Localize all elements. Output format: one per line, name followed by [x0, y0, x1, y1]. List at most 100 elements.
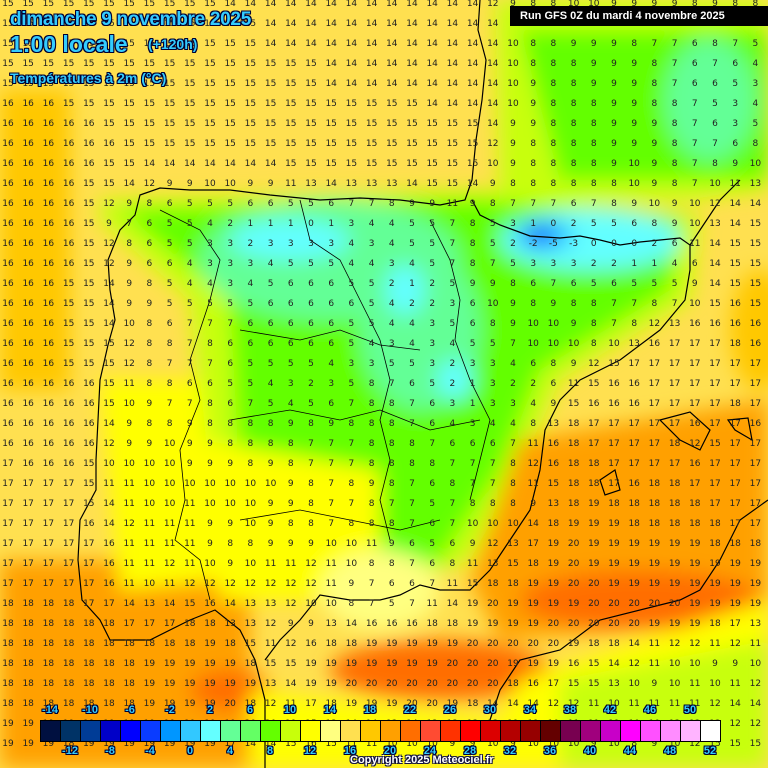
grid-value: 16: [628, 479, 640, 489]
grid-value: 16: [83, 139, 95, 149]
grid-value: 1: [530, 219, 537, 229]
grid-value: 9: [611, 139, 617, 149]
grid-value: 9: [712, 659, 718, 669]
grid-value: 11: [184, 539, 196, 549]
grid-value: 8: [530, 59, 537, 69]
grid-value: 8: [247, 459, 254, 469]
grid-value: 8: [671, 159, 678, 169]
grid-value: 9: [207, 459, 213, 469]
grid-value: 19: [668, 559, 681, 569]
grid-value: 16: [62, 139, 75, 149]
grid-value: 14: [749, 199, 762, 209]
grid-value: 7: [489, 459, 496, 469]
grid-value: 18: [749, 539, 762, 549]
grid-value: 5: [267, 359, 274, 369]
grid-value: 6: [712, 79, 718, 89]
legend-label-bottom: 44: [623, 745, 637, 757]
grid-value: 15: [386, 159, 398, 169]
grid-value: 18: [446, 619, 459, 629]
grid-value: 18: [648, 519, 661, 529]
legend-swatch: [201, 721, 221, 741]
grid-value: 4: [388, 239, 395, 249]
grid-value: 16: [22, 299, 34, 309]
grid-value: 15: [83, 219, 95, 229]
grid-value: 16: [103, 139, 115, 149]
grid-value: 8: [671, 99, 678, 109]
grid-value: 19: [547, 579, 560, 589]
grid-value: 19: [689, 559, 701, 569]
grid-value: 17: [709, 339, 721, 349]
grid-value: 15: [446, 159, 459, 169]
grid-value: 12: [103, 199, 115, 209]
grid-value: 18: [527, 559, 539, 569]
grid-value: 9: [186, 439, 193, 449]
grid-value: 5: [267, 279, 274, 289]
grid-value: 16: [42, 359, 55, 369]
grid-value: 10: [507, 79, 519, 89]
grid-value: 20: [547, 639, 560, 649]
grid-value: 12: [123, 519, 135, 529]
grid-value: 19: [466, 599, 479, 609]
grid-value: 7: [550, 199, 557, 209]
grid-value: 9: [590, 739, 597, 749]
grid-value: 9: [146, 439, 153, 449]
grid-value: 18: [123, 639, 135, 649]
grid-value: 6: [570, 199, 577, 209]
grid-value: 6: [287, 299, 294, 309]
grid-value: 11: [285, 179, 297, 189]
grid-value: 10: [689, 299, 701, 309]
grid-value: 16: [42, 179, 55, 189]
grid-value: 10: [103, 459, 115, 469]
grid-value: 15: [83, 39, 95, 49]
grid-value: 9: [651, 0, 658, 9]
grid-value: 15: [264, 59, 277, 69]
grid-value: 6: [348, 299, 355, 309]
grid-value: 10: [507, 39, 519, 49]
grid-value: 1: [247, 219, 254, 229]
grid-value: 14: [305, 0, 317, 9]
grid-value: 6: [469, 299, 476, 309]
grid-value: 15: [103, 39, 115, 49]
legend-swatch: [321, 721, 341, 741]
grid-value: 15: [163, 39, 176, 49]
grid-value: 18: [567, 419, 580, 429]
grid-value: 12: [264, 699, 277, 709]
grid-value: 6: [550, 379, 557, 389]
grid-value: 10: [143, 459, 156, 469]
grid-value: 5: [671, 279, 678, 289]
grid-value: 8: [631, 39, 638, 49]
grid-value: 6: [429, 419, 436, 429]
grid-value: 10: [466, 519, 479, 529]
grid-value: 6: [308, 299, 314, 309]
grid-value: 9: [287, 479, 294, 489]
grid-value: 8: [631, 319, 638, 329]
grid-value: 12: [709, 199, 721, 209]
grid-value: 19: [345, 699, 358, 709]
grid-value: 16: [22, 319, 34, 329]
legend-label-bottom: 28: [463, 745, 477, 757]
grid-value: 19: [729, 579, 741, 589]
grid-value: 15: [62, 299, 75, 309]
grid-value: 17: [42, 579, 55, 589]
grid-value: 12: [749, 679, 762, 689]
grid-value: 20: [648, 599, 661, 609]
grid-value: 16: [628, 379, 640, 389]
grid-value: 3: [388, 339, 395, 349]
grid-value: 5: [429, 239, 436, 249]
grid-value: 7: [429, 439, 436, 449]
grid-value: 9: [550, 399, 557, 409]
grid-value: 8: [146, 319, 153, 329]
grid-value: 15: [466, 579, 479, 589]
grid-value: 8: [530, 39, 537, 49]
grid-value: 8: [388, 519, 395, 529]
grid-value: 6: [328, 339, 335, 349]
grid-value: 7: [348, 499, 355, 509]
forecast-lead-time: (+120h): [148, 36, 198, 52]
grid-value: 14: [365, 79, 378, 89]
legend-label-bottom: -12: [62, 745, 78, 757]
grid-value: 4: [267, 259, 274, 269]
grid-value: 6: [712, 119, 718, 129]
grid-value: 16: [305, 739, 317, 749]
grid-value: 19: [345, 659, 358, 669]
grid-value: 16: [42, 339, 55, 349]
